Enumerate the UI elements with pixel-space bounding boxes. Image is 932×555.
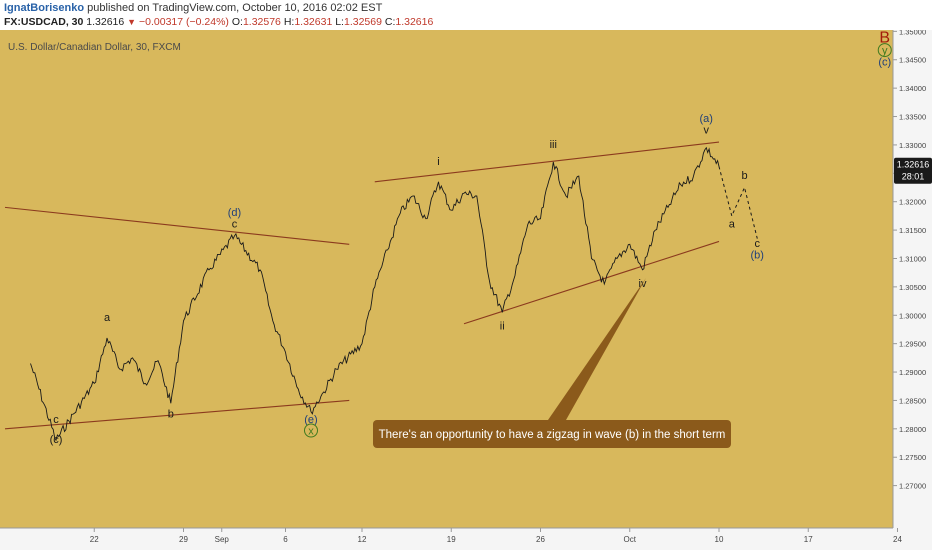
date-tick-label: 17 [804,535,813,544]
wave-label: c [53,414,59,426]
wave-label: (d) [228,207,241,219]
wave-label: x [308,426,314,438]
price-tick-label: 1.31000 [899,254,926,263]
close-label: C: [384,16,396,28]
open-label: O: [231,16,243,28]
wave-label: v [704,125,710,137]
last-price-tag: 1.32616 28:01 [894,157,932,184]
last-price: 1.32616 [86,16,125,28]
price-tick-label: 1.28000 [899,425,926,434]
chart-area[interactable]: U.S. Dollar/Canadian Dollar, 30, FXCM 1.… [0,27,932,550]
wave-label: y [882,45,888,57]
open-value: 1.32576 [242,16,281,28]
price-tick-label: 1.33500 [899,113,926,122]
chart-header: IgnatBorisenko published on TradingView.… [0,0,932,30]
trendlines [4,141,720,430]
wave-label: iii [550,139,557,151]
price-line [30,146,720,442]
date-tick-label: 10 [715,535,724,544]
wave-label: (c) [878,56,891,68]
wave-label: c [755,238,761,250]
wave-label: ii [500,320,505,332]
date-tick-label: 26 [536,535,545,544]
publication-line: IgnatBorisenko published on TradingView.… [4,2,382,14]
price-tick-label: 1.30500 [899,283,926,292]
symbol-interval: FX:USDCAD, 30 [4,16,84,28]
trendline [463,240,720,325]
ohlc-line: FX:USDCAD, 30 1.32616 ▼ −0.00317 (−0.24%… [4,16,433,28]
author-link[interactable]: IgnatBorisenko [4,2,85,14]
published-text: published on TradingView.com, October 10… [87,2,383,14]
date-tick-label: Oct [624,535,637,544]
projection-path [718,166,758,239]
date-tick-label: 6 [283,535,288,544]
price-tick-label: 1.34000 [899,84,926,93]
high-label: H: [283,16,295,28]
price-ticks: 1.350001.345001.340001.335001.330001.325… [893,27,926,491]
chart-title: U.S. Dollar/Canadian Dollar, 30, FXCM [8,42,181,53]
wave-label: a [104,312,111,324]
wave-label: b [741,170,747,182]
date-tick-label: 22 [90,535,99,544]
trendline [4,399,350,430]
last-price-tag-value: 1.32616 [897,160,930,170]
wave-label: iv [639,278,647,290]
price-tick-label: 1.29500 [899,340,926,349]
price-chart[interactable]: U.S. Dollar/Canadian Dollar, 30, FXCM 1.… [0,27,932,550]
callout-text: There's an opportunity to have a zigzag … [379,429,726,441]
high-value: 1.32631 [294,16,333,28]
wave-label: i [437,156,439,168]
price-series [30,146,720,442]
price-tick-label: 1.33000 [899,141,926,150]
wave-label: (a) [700,113,713,125]
low-value: 1.32569 [343,16,382,28]
price-tick-label: 1.34500 [899,56,926,65]
price-tick-label: 1.31500 [899,226,926,235]
price-change: −0.00317 (−0.24%) [139,16,229,28]
price-tick-label: 1.29000 [899,368,926,377]
price-tick-label: 1.27000 [899,482,926,491]
annotation-callout: There's an opportunity to have a zigzag … [373,278,731,448]
callout-box [373,420,731,448]
wave-label: (e) [304,414,317,426]
trendline [4,206,350,245]
wave-label: B [879,30,890,47]
projection [718,166,758,239]
low-label: L: [335,16,344,28]
date-tick-label: 29 [179,535,188,544]
wave-label: (c) [50,434,63,446]
date-tick-label: 24 [893,535,902,544]
last-price-tag-box [894,157,932,184]
price-tick-label: 1.30000 [899,311,926,320]
close-value: 1.32616 [395,16,434,28]
time-axis [0,528,893,550]
price-axis [893,30,932,550]
wave-label: b [168,408,174,420]
date-tick-label: 12 [358,535,367,544]
price-tick-label: 1.35000 [899,30,926,36]
price-tick-label: 1.32000 [899,198,926,207]
trendline [374,141,720,183]
callout-pointer [548,278,646,420]
date-ticks: 22 29 Sep 6 12 19 26 Oct 10 17 24 [90,528,902,544]
wave-label: a [729,218,736,230]
wave-label-circle [304,423,318,438]
price-tick-label: 1.28500 [899,396,926,405]
plot-background [0,30,893,528]
wave-label-circle [877,43,892,58]
wave-label: (b) [751,249,764,261]
price-tick-label: 1.27500 [899,453,926,462]
date-tick-label: 19 [447,535,456,544]
bar-countdown: 28:01 [902,172,925,182]
down-arrow-icon: ▼ [127,17,137,27]
wave-label: c [232,218,238,230]
date-tick-label: Sep [215,535,230,544]
